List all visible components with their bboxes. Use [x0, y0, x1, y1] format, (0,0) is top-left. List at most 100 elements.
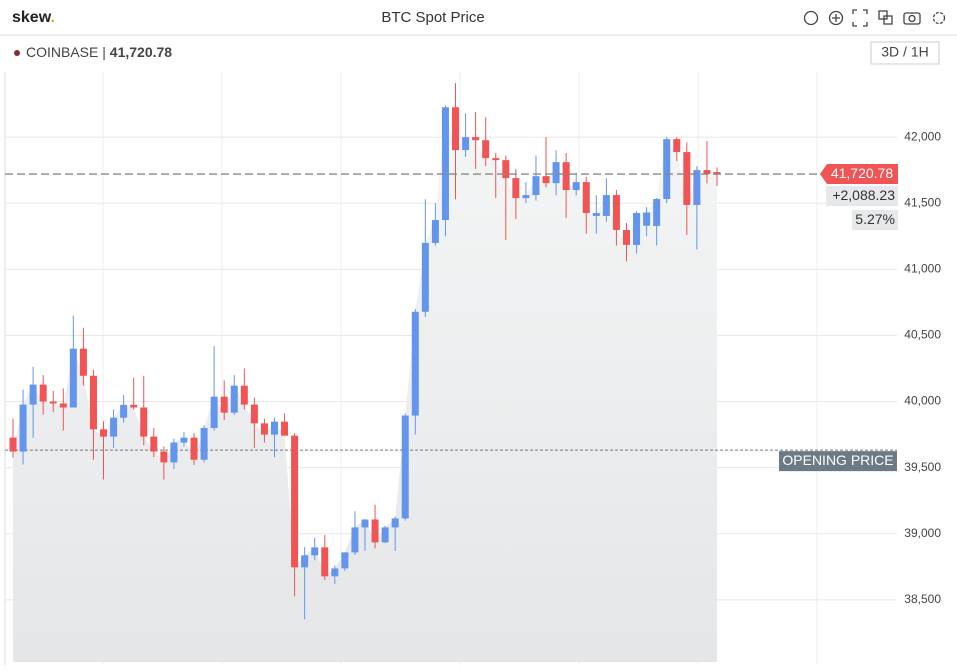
candle-body [492, 158, 500, 161]
change-pct-bg [852, 210, 898, 231]
candle-body [220, 396, 228, 413]
candle-body [653, 199, 661, 226]
y-tick-label: 39,500 [904, 460, 941, 474]
candle-body [110, 417, 118, 437]
candle-body [230, 385, 238, 413]
change-label: +2,088.23 [832, 187, 895, 203]
candle-body [582, 182, 590, 214]
candle-body [391, 518, 399, 528]
change-bg [826, 186, 898, 207]
candle-body [693, 170, 701, 205]
brand: skew. [12, 9, 55, 26]
exchange-line: COINBASE | 41,720.78 [26, 44, 172, 60]
candle-body [633, 213, 641, 245]
candle-body [512, 178, 520, 199]
candle-body [411, 311, 419, 416]
brand-dot: . [51, 9, 55, 26]
candle-body [200, 427, 208, 460]
candle-body [612, 195, 620, 230]
help-icon[interactable] [803, 10, 819, 26]
title: BTC Spot Price [381, 9, 484, 26]
candle-body [683, 152, 691, 205]
candle-body [331, 568, 339, 577]
candle-body [150, 436, 158, 452]
close-area [13, 107, 717, 663]
y-tick-label: 38,500 [904, 592, 941, 606]
candle-body [462, 137, 470, 151]
camera-icon[interactable] [903, 12, 921, 25]
camera-lens [908, 14, 916, 23]
candle-body [250, 404, 258, 424]
y-tick-label: 39,000 [904, 526, 941, 540]
candle-body [381, 527, 389, 543]
candle-body [190, 437, 198, 460]
candle-body [39, 384, 47, 402]
settings-icon[interactable] [932, 11, 946, 25]
candle-body [371, 519, 379, 543]
candle-body [210, 396, 218, 428]
candle-body [170, 442, 178, 463]
candle-body [602, 195, 610, 216]
y-tick-label: 40,500 [904, 328, 941, 342]
add-plus [832, 14, 840, 22]
candle-body [643, 212, 651, 226]
candle-body [311, 547, 319, 556]
toolbar [803, 9, 946, 27]
candle-body [361, 519, 369, 528]
candle-body [69, 348, 77, 408]
candle-body [270, 421, 278, 435]
last-price-tag [820, 164, 898, 185]
candle-body [622, 229, 630, 245]
candle-body [160, 451, 168, 463]
candle-body [401, 415, 409, 519]
candle-body [120, 404, 128, 418]
candle-body [562, 162, 570, 191]
candle-body [341, 552, 349, 569]
opening-label: OPENING PRICE [782, 452, 893, 468]
brand-text: skew [12, 9, 52, 26]
add-icon[interactable] [828, 10, 844, 26]
candle-body [542, 176, 550, 184]
candle-body [59, 403, 67, 408]
candle-body [572, 182, 580, 191]
last-price-label: 41,720.78 [831, 165, 893, 181]
candle-body [89, 375, 97, 430]
candle-body [421, 242, 429, 312]
candle-body [291, 435, 299, 568]
exchange: COINBASE [26, 44, 98, 60]
candle-body [673, 139, 681, 153]
opening-label-bg [779, 451, 897, 472]
fullscreen-icon[interactable] [852, 9, 868, 27]
candle-body [472, 137, 480, 141]
copy-icon-2 [883, 15, 893, 25]
candle-body [532, 176, 540, 196]
candle-body [301, 555, 309, 568]
candle-body [592, 213, 600, 216]
candle-body [180, 437, 188, 443]
candle-body [552, 162, 560, 184]
change-pct-label: 5.27% [855, 211, 895, 227]
copy-icon[interactable] [878, 10, 888, 20]
header-price: 41,720.78 [110, 44, 172, 60]
y-tick-label: 41,000 [904, 262, 941, 276]
candle-body [260, 423, 268, 435]
header-bar [0, 0, 957, 35]
candle-body [522, 195, 530, 199]
interval-button[interactable] [870, 41, 940, 65]
candle-body [9, 437, 17, 452]
y-tick-label: 40,000 [904, 394, 941, 408]
candle-body [482, 140, 490, 159]
candle-body [321, 547, 329, 577]
y-tick-label: 42,000 [904, 129, 941, 143]
plot: 38,500 39,000 39,500 40,000 40,500 41,000 41,5… [5, 72, 941, 665]
separator: | [102, 44, 106, 60]
candle-body [240, 385, 248, 405]
candle-body [441, 107, 449, 221]
candle-body [29, 384, 37, 405]
candle-body [713, 172, 721, 175]
candle-body [49, 401, 57, 404]
status-dot [14, 50, 20, 56]
candle-body [452, 107, 460, 151]
candle-body [140, 407, 148, 437]
